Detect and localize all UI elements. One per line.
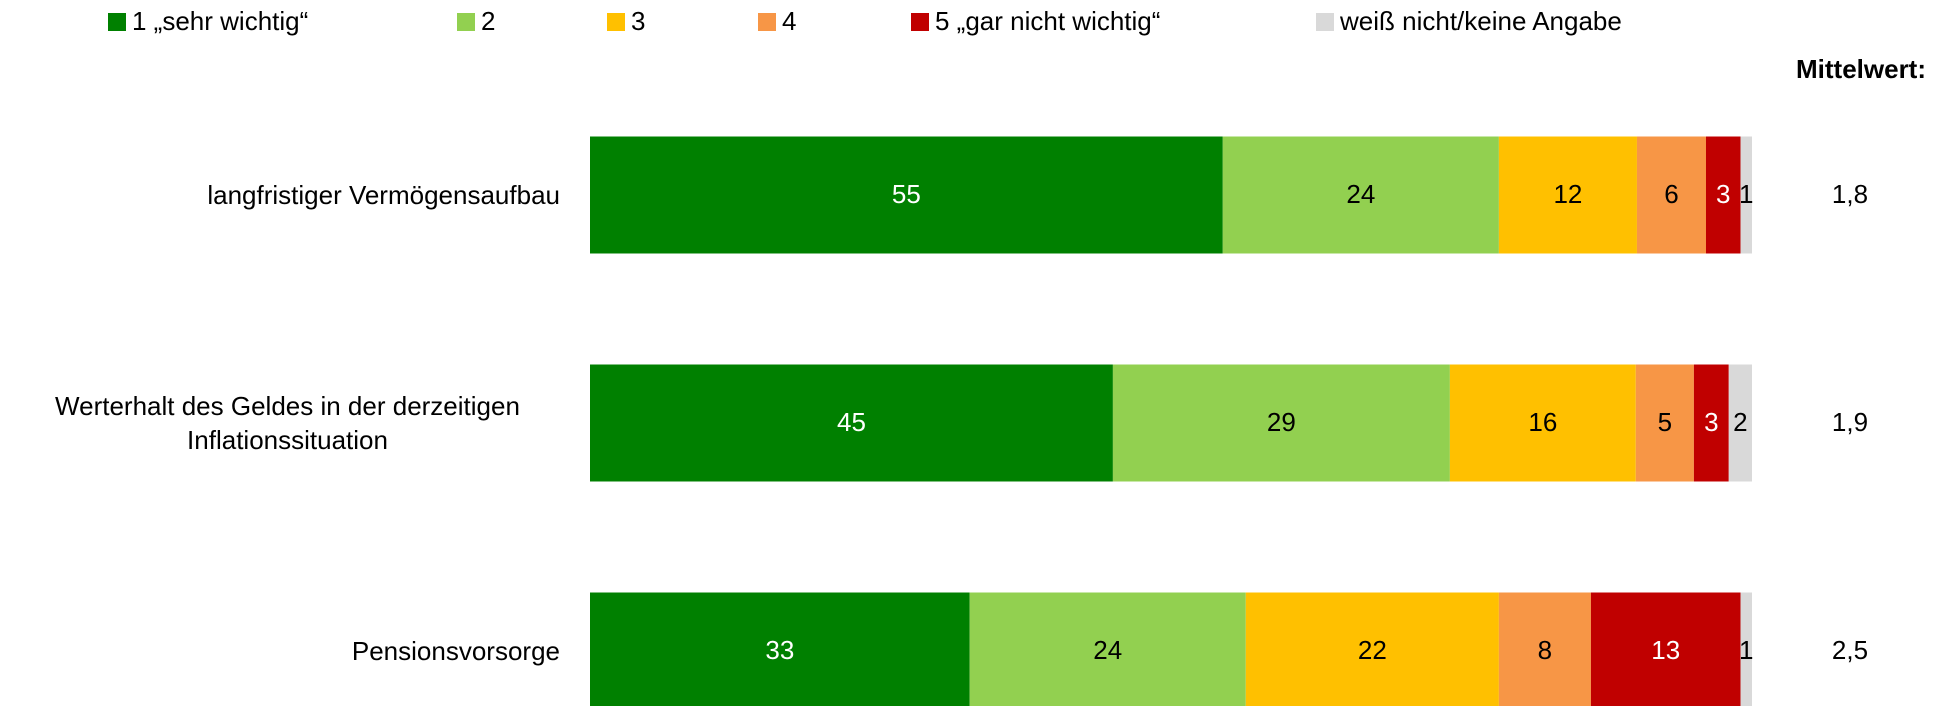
bar-segment xyxy=(1693,364,1729,482)
mean-label: 2,5 xyxy=(1832,635,1868,665)
bar-segment xyxy=(1112,364,1450,482)
bar-segment xyxy=(590,592,970,706)
category-label: langfristiger Vermögensaufbau xyxy=(0,178,560,212)
legend-swatch xyxy=(911,13,929,31)
data-label: 3 xyxy=(1716,179,1730,209)
bar-segment xyxy=(590,136,1223,254)
category-label: Pensionsvorsorge xyxy=(0,634,560,668)
legend-label: 3 xyxy=(631,6,645,36)
bar-segment xyxy=(1705,136,1741,254)
bar-segment xyxy=(1740,136,1752,254)
category-text: Pensionsvorsorge xyxy=(351,636,560,666)
category-text: Werterhalt des Geldes in der derzeitigen… xyxy=(55,391,520,455)
bar-segment xyxy=(1222,136,1499,254)
data-label: 1 xyxy=(1739,635,1753,665)
data-label: 8 xyxy=(1538,635,1552,665)
legend-label: 1 „sehr wichtig“ xyxy=(132,6,308,36)
bar-segment xyxy=(1590,592,1741,706)
data-label: 12 xyxy=(1553,179,1582,209)
bar-segment xyxy=(1635,364,1694,482)
mean-label: 1,9 xyxy=(1832,407,1868,437)
data-label: 2 xyxy=(1733,407,1747,437)
data-label: 1 xyxy=(1739,179,1753,209)
category-text: langfristiger Vermögensaufbau xyxy=(207,180,560,210)
bar-segment xyxy=(1728,364,1752,482)
bar-segment xyxy=(1498,592,1591,706)
legend-swatch xyxy=(1316,13,1334,31)
bar-segment xyxy=(1245,592,1499,706)
data-label: 3 xyxy=(1704,407,1718,437)
legend-swatch xyxy=(607,13,625,31)
bar-segment xyxy=(590,364,1113,482)
data-label: 33 xyxy=(765,635,794,665)
data-label: 29 xyxy=(1267,407,1296,437)
data-label: 24 xyxy=(1346,179,1375,209)
data-label: 13 xyxy=(1651,635,1680,665)
data-label: 22 xyxy=(1358,635,1387,665)
data-label: 55 xyxy=(892,179,921,209)
category-label: Werterhalt des Geldes in der derzeitigen… xyxy=(0,389,560,457)
legend-swatch xyxy=(108,13,126,31)
bar-segment xyxy=(1636,136,1706,254)
legend-swatch xyxy=(457,13,475,31)
bar-segment xyxy=(1740,592,1752,706)
data-label: 5 xyxy=(1658,407,1672,437)
data-label: 6 xyxy=(1664,179,1678,209)
means-title: Mittelwert: xyxy=(1796,54,1926,84)
legend-label: 2 xyxy=(481,6,495,36)
data-label: 45 xyxy=(837,407,866,437)
legend-label: 4 xyxy=(782,6,796,36)
legend-swatch xyxy=(758,13,776,31)
mean-label: 1,8 xyxy=(1832,179,1868,209)
legend-label: weiß nicht/keine Angabe xyxy=(1339,6,1622,36)
data-label: 24 xyxy=(1093,635,1122,665)
bar-segment xyxy=(969,592,1246,706)
data-label: 16 xyxy=(1528,407,1557,437)
bar-segment xyxy=(1449,364,1636,482)
legend-label: 5 „gar nicht wichtig“ xyxy=(935,6,1160,36)
bar-segment xyxy=(1498,136,1637,254)
